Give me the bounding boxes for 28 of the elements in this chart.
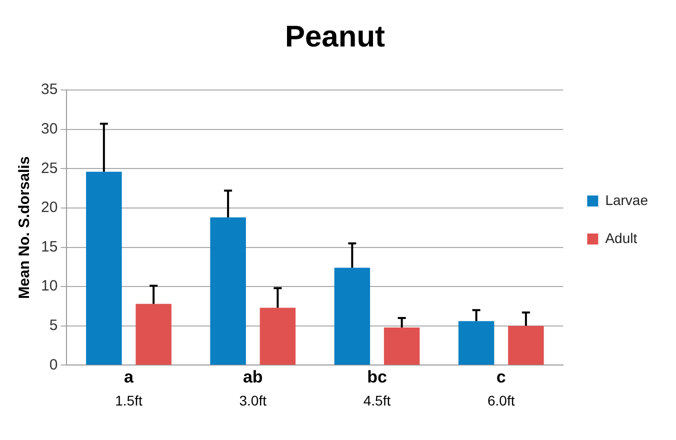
x-tick-label: 1.5ft bbox=[115, 392, 142, 408]
bar bbox=[458, 321, 494, 365]
text: ab bbox=[242, 367, 263, 386]
bar bbox=[260, 308, 296, 365]
y-tick-label: 20 bbox=[40, 199, 58, 216]
y-tick-label: 0 bbox=[49, 356, 58, 374]
y-tick-label: 5 bbox=[49, 317, 58, 334]
chart-title: Peanut bbox=[284, 20, 386, 54]
bar bbox=[86, 172, 122, 365]
text: bc bbox=[367, 367, 387, 386]
x-tick-label: 3.0ft bbox=[239, 392, 267, 408]
x-tick-label: 6.0ft bbox=[488, 392, 515, 408]
text: a bbox=[124, 367, 134, 386]
y-tick-label: 35 bbox=[40, 81, 58, 98]
text: c bbox=[496, 367, 506, 386]
x-tick-label: 4.5ft bbox=[363, 392, 391, 408]
bar bbox=[508, 326, 544, 365]
bar bbox=[136, 304, 172, 365]
legend-label: Larvae bbox=[605, 192, 648, 208]
bar bbox=[334, 268, 370, 365]
legend-label: Adult bbox=[605, 230, 638, 246]
y-tick-label: 10 bbox=[40, 278, 58, 295]
bar bbox=[384, 327, 420, 365]
y-axis-title: Mean No. S.dorsalis bbox=[16, 156, 34, 299]
bar bbox=[210, 217, 246, 365]
y-tick-label: 30 bbox=[40, 120, 58, 138]
y-tick-label: 25 bbox=[40, 160, 58, 177]
y-tick-label: 15 bbox=[40, 238, 58, 256]
